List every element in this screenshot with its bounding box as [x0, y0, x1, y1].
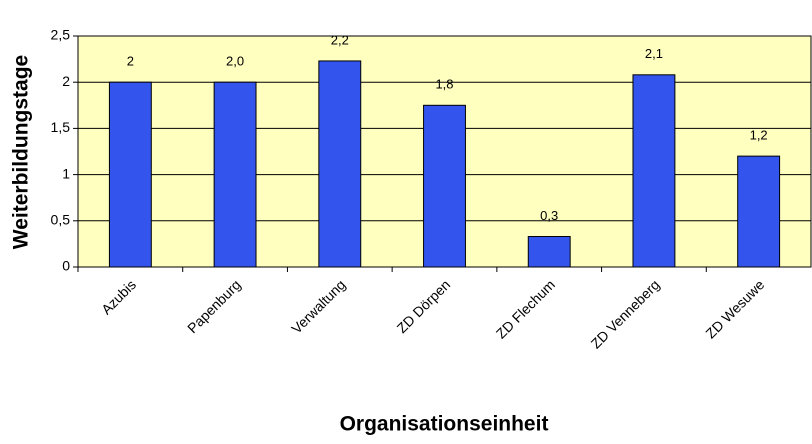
x-tick-label: ZD Venneberg	[588, 276, 663, 351]
x-tick-label: ZD Wesuwe	[702, 276, 767, 341]
x-tick-label: ZD Flechum	[493, 276, 558, 341]
x-tick-label: Azubis	[98, 276, 139, 317]
value-label: 0,3	[540, 208, 558, 223]
value-label: 2,2	[331, 32, 349, 47]
x-tick-label: Papenburg	[184, 276, 244, 336]
bar	[213, 81, 257, 268]
x-tick-label: ZD Dörpen	[394, 276, 454, 336]
bar	[632, 74, 676, 268]
y-axis-title: Weiterbildungstage	[10, 55, 33, 249]
value-label: 2	[127, 54, 134, 69]
y-tick-label: 0,5	[51, 212, 71, 228]
value-label: 1,2	[750, 128, 768, 143]
y-tick-label: 1	[62, 165, 70, 181]
y-tick-label: 0	[62, 258, 70, 274]
bar	[527, 236, 571, 268]
value-label: 2,0	[226, 54, 244, 69]
bar	[318, 60, 362, 268]
x-tick-label: Verwaltung	[288, 276, 348, 336]
bar	[108, 81, 152, 268]
x-axis-title: Organisationseinheit	[340, 413, 549, 436]
y-tick-label: 2,5	[51, 27, 71, 43]
value-label: 1,8	[435, 77, 453, 92]
value-label: 2,1	[645, 46, 663, 61]
bar	[737, 155, 781, 268]
y-tick-label: 1,5	[51, 119, 71, 135]
bar	[423, 104, 466, 268]
y-tick-label: 2	[62, 73, 70, 89]
